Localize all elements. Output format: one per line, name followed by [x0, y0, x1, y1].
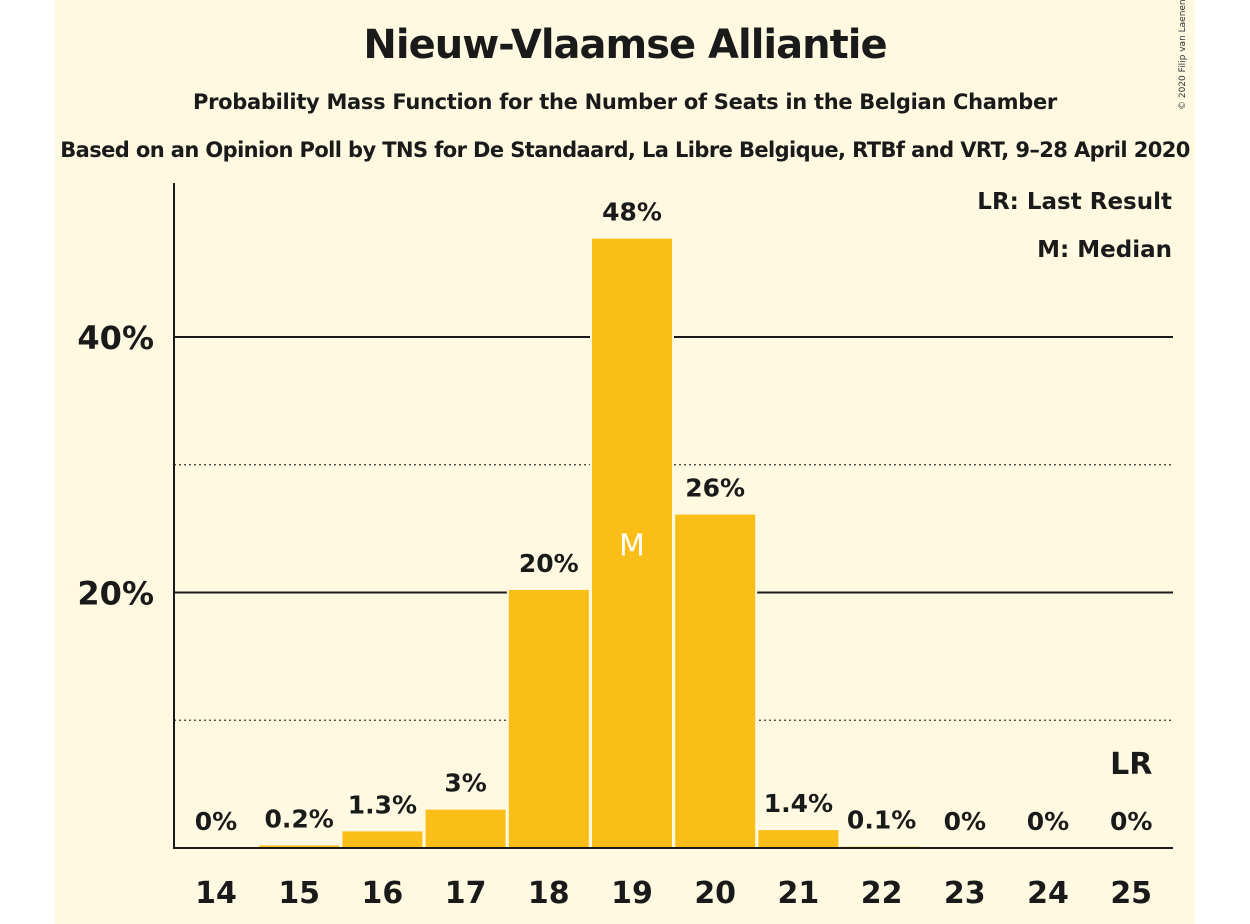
data-label-22: 0.1%	[847, 806, 916, 835]
x-tick-label-19: 19	[611, 876, 653, 911]
x-tick-label-15: 15	[278, 876, 320, 911]
x-tick-label-14: 14	[195, 876, 237, 911]
bar-15	[259, 845, 340, 848]
legend-entry: LR: Last Result	[977, 189, 1172, 215]
chart-source: Based on an Opinion Poll by TNS for De S…	[60, 138, 1190, 162]
x-tick-label-25: 25	[1110, 876, 1152, 911]
x-tick-label-20: 20	[694, 876, 736, 911]
data-label-17: 3%	[444, 769, 486, 798]
data-label-20: 26%	[685, 474, 745, 503]
x-tick-label-24: 24	[1027, 876, 1069, 911]
last-result-marker: LR	[1110, 747, 1152, 782]
data-label-23: 0%	[944, 807, 986, 836]
x-tick-label-21: 21	[778, 876, 820, 911]
data-label-16: 1.3%	[348, 790, 417, 819]
data-label-18: 20%	[519, 549, 579, 578]
x-tick-label-17: 17	[445, 876, 487, 911]
data-label-24: 0%	[1027, 807, 1069, 836]
x-tick-label-22: 22	[861, 876, 903, 911]
data-label-19: 48%	[602, 198, 662, 227]
median-marker: M	[619, 528, 645, 563]
y-tick-label: 20%	[77, 575, 154, 613]
bar-21	[758, 830, 839, 848]
bar-16	[342, 831, 423, 848]
x-tick-label-18: 18	[528, 876, 570, 911]
chart-subtitle: Probability Mass Function for the Number…	[193, 90, 1057, 114]
bar-18	[508, 589, 589, 848]
x-tick-label-16: 16	[362, 876, 404, 911]
legend-entry: M: Median	[1037, 237, 1172, 263]
data-label-25: 0%	[1110, 807, 1152, 836]
y-tick-label: 40%	[77, 319, 154, 357]
data-label-21: 1.4%	[764, 789, 833, 818]
x-tick-label-23: 23	[944, 876, 986, 911]
bar-20	[675, 514, 756, 848]
chart-title: Nieuw-Vlaamse Alliantie	[363, 22, 887, 68]
data-label-15: 0.2%	[265, 804, 334, 833]
bar-17	[425, 809, 506, 848]
data-label-14: 0%	[195, 807, 237, 836]
bar-gap	[839, 844, 924, 848]
bar-19	[592, 238, 672, 848]
